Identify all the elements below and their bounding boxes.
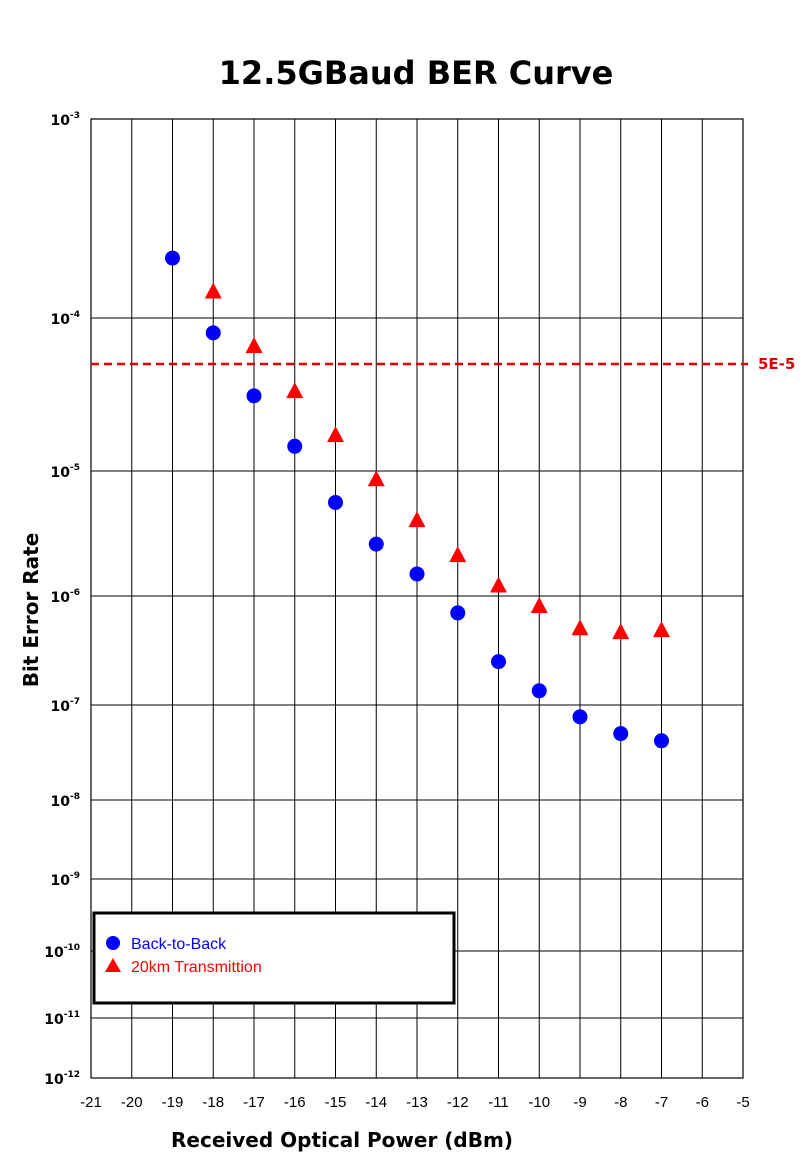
legend-marker-back-to-back [106, 936, 120, 950]
marker-back-to-back [205, 325, 221, 341]
marker-back-to-back [287, 438, 303, 454]
marker-20km [204, 282, 222, 299]
marker-20km [367, 470, 385, 487]
y-axis-label: Bit Error Rate [19, 533, 43, 688]
x-tick-label: -10 [528, 1094, 550, 1111]
y-tick-label: 10-5 [51, 463, 80, 481]
marker-20km [449, 546, 467, 563]
data-series [165, 250, 670, 749]
x-tick-label: -12 [447, 1094, 469, 1111]
marker-back-to-back [613, 726, 629, 742]
legend: Back-to-Back 20km Transmittion [92, 911, 456, 1005]
marker-20km [571, 619, 589, 636]
chart-title: 12.5GBaud BER Curve [219, 54, 614, 92]
marker-20km [612, 623, 630, 640]
legend-label: Back-to-Back [131, 936, 227, 953]
reference-line-label: 5E-5 [758, 355, 795, 373]
y-tick-label: 10-7 [51, 697, 80, 715]
x-tick-label: -7 [655, 1094, 668, 1111]
marker-back-to-back [654, 733, 669, 749]
marker-back-to-back [572, 709, 588, 725]
x-tick-label: -5 [736, 1094, 749, 1111]
y-tick-labels: 10-3 10-4 10-5 10-6 10-7 10-8 10-9 10-10 10-11 10… [44, 111, 80, 1088]
marker-back-to-back [246, 388, 262, 404]
marker-20km [327, 426, 344, 443]
y-tick-label: 10-12 [44, 1070, 80, 1088]
marker-20km [408, 511, 426, 528]
x-tick-label: -9 [573, 1094, 586, 1111]
x-tick-label: -17 [243, 1094, 265, 1111]
x-tick-label: -13 [406, 1094, 428, 1111]
y-tick-label: 10-9 [51, 871, 80, 889]
marker-back-to-back [368, 536, 384, 552]
x-tick-label: -14 [365, 1094, 387, 1111]
marker-20km [286, 382, 304, 399]
x-tick-label: -19 [162, 1094, 184, 1111]
x-tick-label: -20 [121, 1094, 143, 1111]
x-tick-label: -18 [202, 1094, 224, 1111]
x-tick-label: -11 [488, 1094, 509, 1111]
marker-back-to-back [409, 566, 425, 582]
y-tick-label: 10-3 [51, 111, 80, 129]
marker-back-to-back [328, 494, 343, 510]
marker-20km [530, 596, 548, 613]
marker-20km [653, 621, 670, 638]
x-tick-labels: -21 -20 -19 -18 -17 -16 -15 -14 -13 -12 -11 -10 -9 -8… [80, 1094, 750, 1111]
legend-marker-20km [105, 958, 121, 972]
y-tick-label: 10-4 [51, 310, 80, 328]
x-tick-label: -15 [325, 1094, 347, 1111]
y-tick-label: 10-8 [51, 792, 80, 810]
y-tick-label: 10-6 [51, 588, 80, 606]
x-tick-label: -21 [80, 1094, 102, 1111]
x-tick-label: -16 [284, 1094, 306, 1111]
marker-back-to-back [450, 605, 466, 621]
y-tick-label: 10-10 [44, 943, 80, 961]
x-tick-label: -6 [696, 1094, 709, 1111]
legend-label: 20km Transmittion [131, 959, 262, 976]
marker-back-to-back [491, 654, 506, 670]
marker-20km [245, 337, 263, 354]
marker-20km [490, 576, 507, 593]
x-tick-label: -8 [614, 1094, 627, 1111]
legend-box [92, 911, 456, 1005]
marker-back-to-back [165, 250, 180, 266]
marker-back-to-back [531, 683, 547, 699]
reference-line-group: 5E-5 [91, 355, 795, 373]
y-tick-label: 10-11 [44, 1010, 80, 1028]
x-axis-label: Received Optical Power (dBm) [171, 1128, 513, 1152]
